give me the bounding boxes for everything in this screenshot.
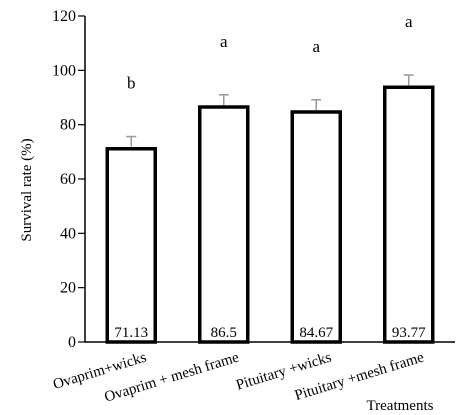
y-tick-label: 80 [60, 117, 76, 134]
significance-letter: a [220, 32, 228, 51]
data-label: 84.67 [299, 325, 333, 341]
y-axis-title: Survival rate (%) [19, 138, 35, 241]
bar [105, 147, 157, 344]
data-label: 93.77 [392, 325, 426, 341]
significance-letter: b [127, 74, 136, 93]
y-tick-label: 60 [60, 171, 76, 188]
bar [290, 110, 342, 344]
y-tick-label: 0 [68, 334, 76, 351]
y-tick-label: 120 [52, 8, 76, 25]
data-label: 71.13 [114, 325, 148, 341]
y-tick-label: 40 [60, 225, 76, 242]
bar [198, 105, 250, 344]
bar [383, 85, 435, 344]
y-tick-label: 20 [60, 280, 76, 297]
bars [105, 74, 435, 344]
x-axis-title: Treatments [367, 398, 434, 414]
significance-letter: a [405, 12, 413, 31]
y-tick-label: 100 [52, 62, 76, 79]
significance-letter: a [312, 37, 320, 56]
data-label: 86.5 [211, 325, 237, 341]
